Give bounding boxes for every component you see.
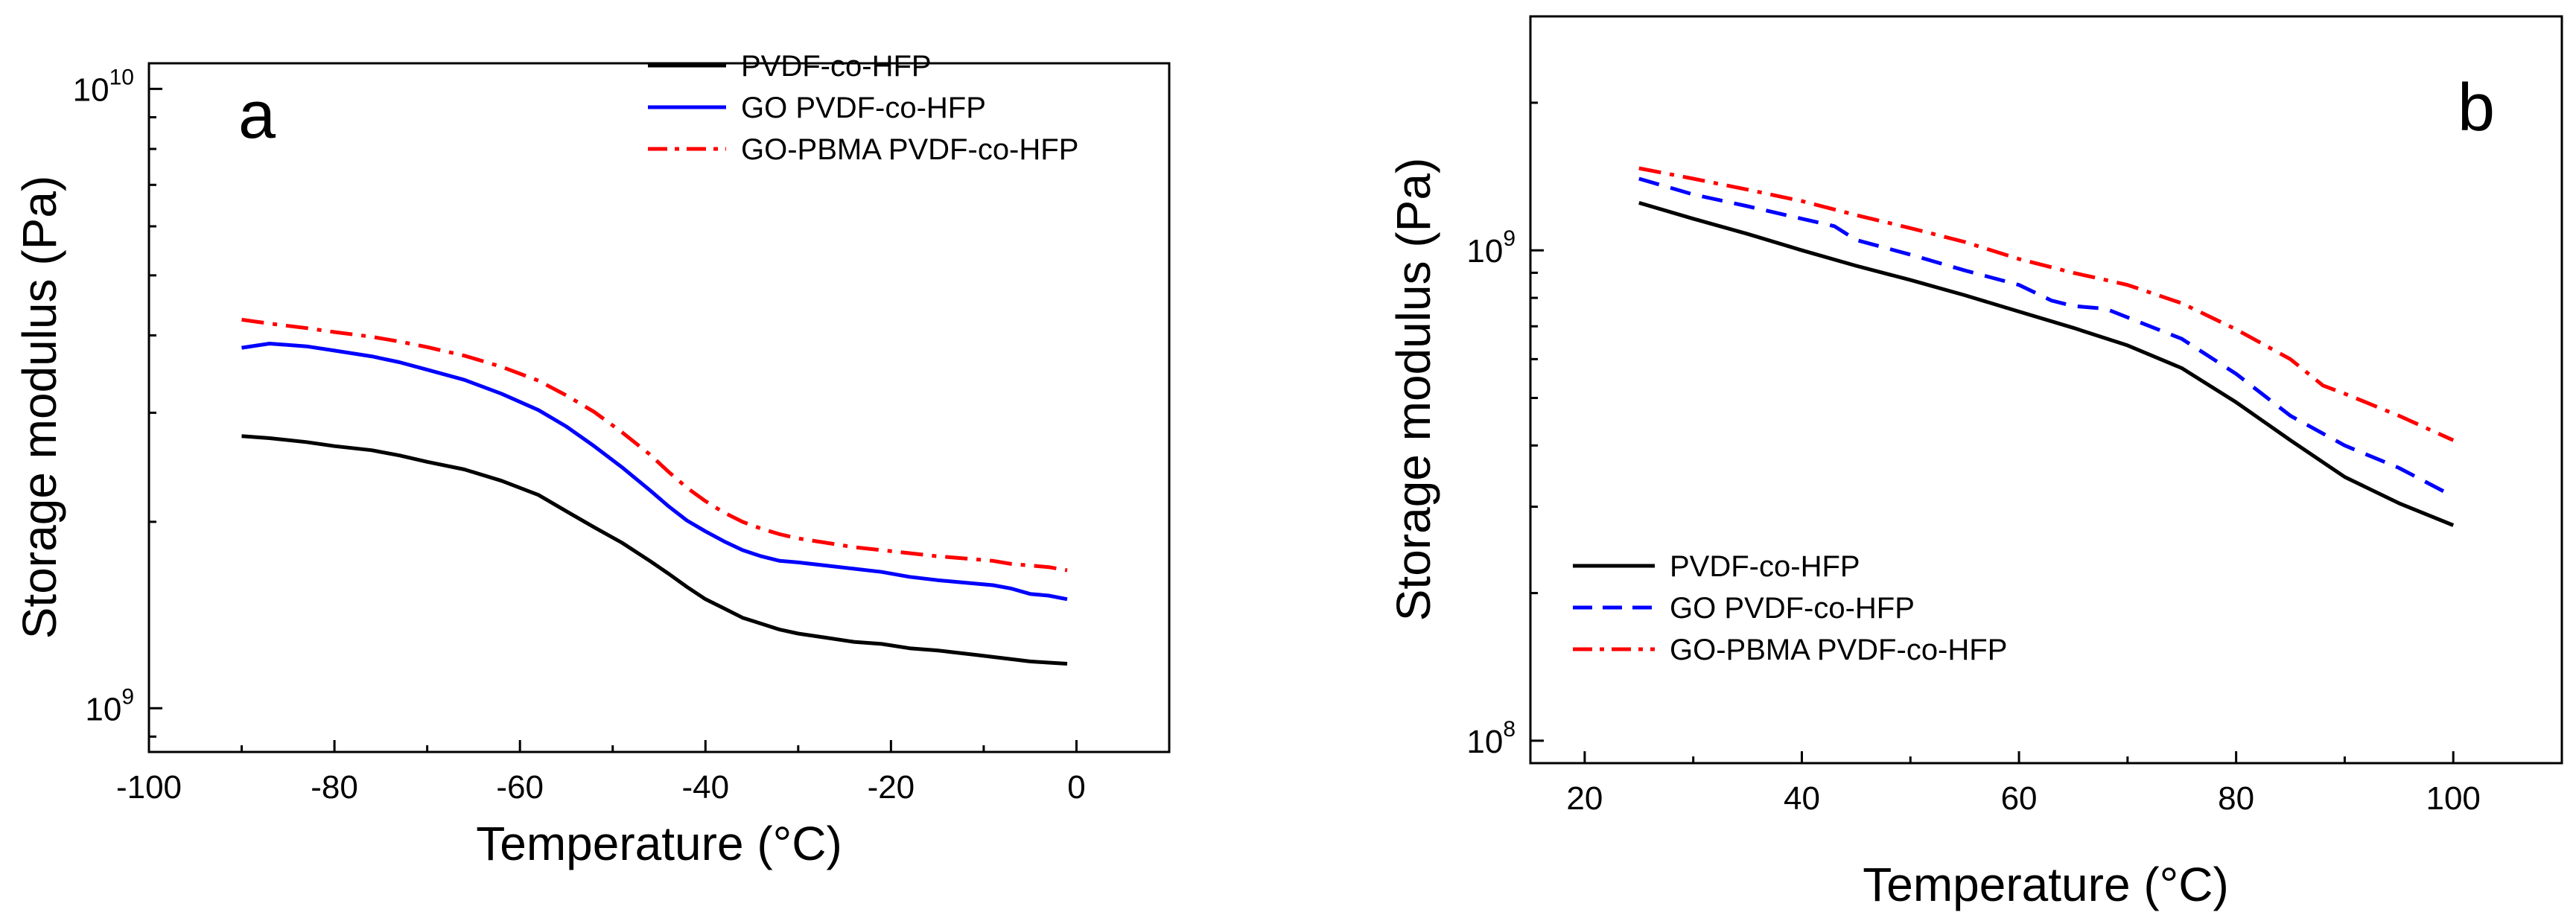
x-tick-label: 20 [1566,780,1603,817]
series-line-go-pvdf-co-hfp [241,342,1068,602]
x-tick-label: 100 [2426,780,2480,817]
axis-ticks-b: 20 40 60 80 100 108 109 [1466,101,2481,817]
legend-a: PVDF-co-HFP GO PVDF-co-HFP GO-PBMA PVDF-co… [648,50,1078,166]
x-tick-label: 80 [2218,780,2254,817]
legend-label: GO PVDF-co-HFP [1670,592,1915,625]
x-tick-label: 40 [1784,780,1820,817]
panel-label-b: b [2458,71,2495,145]
y-tick-label: 109 [1466,226,1516,270]
axis-ticks-a: -100 -80 -60 -40 -20 0 109 1010 [73,65,1086,806]
y-axis-title-a: Storage modulus (Pa) [13,176,66,640]
series-line-go-pbma-pvdf-co-hfp [241,317,1068,573]
series-group-b [1638,166,2455,527]
legend-label: GO-PBMA PVDF-co-HFP [1670,634,2007,666]
series-line-go-pvdf-co-hfp [1638,176,2455,498]
x-tick-label: 0 [1067,769,1085,806]
legend-label: PVDF-co-HFP [1670,550,1860,583]
y-tick-label: 1010 [73,65,134,108]
x-tick-label: -100 [116,769,182,806]
x-axis-title-a: Temperature (°C) [476,817,842,870]
series-group-a [241,317,1068,666]
x-tick-label: -60 [496,769,544,806]
legend-label: GO PVDF-co-HFP [741,92,986,124]
legend-label: GO-PBMA PVDF-co-HFP [741,133,1078,166]
series-line-go-pbma-pvdf-co-hfp [1638,166,2455,442]
legend-b: PVDF-co-HFP GO PVDF-co-HFP GO-PBMA PVDF-co… [1573,550,2007,666]
x-axis-title-b: Temperature (°C) [1863,858,2229,911]
x-tick-label: -20 [868,769,915,806]
chart-panel-a: -100 -80 -60 -40 -20 0 109 1010 a Temperature (… [13,50,1171,870]
series-line-pvdf-co-hfp [1638,201,2455,527]
plot-frame-b [1529,15,2563,765]
y-tick-label: 108 [1466,717,1516,760]
x-tick-label: -40 [681,769,729,806]
chart-panel-b: 20 40 60 80 100 108 109 b Temperature (°C) Sto… [1387,15,2563,911]
y-axis-title-b: Storage modulus (Pa) [1387,158,1440,622]
series-line-pvdf-co-hfp [241,434,1068,666]
x-tick-label: -80 [311,769,358,806]
plot-frame-a [147,62,1171,753]
legend-label: PVDF-co-HFP [741,50,932,83]
y-tick-label: 109 [85,684,134,727]
x-tick-label: 60 [2001,780,2038,817]
panel-label-a: a [238,78,276,153]
